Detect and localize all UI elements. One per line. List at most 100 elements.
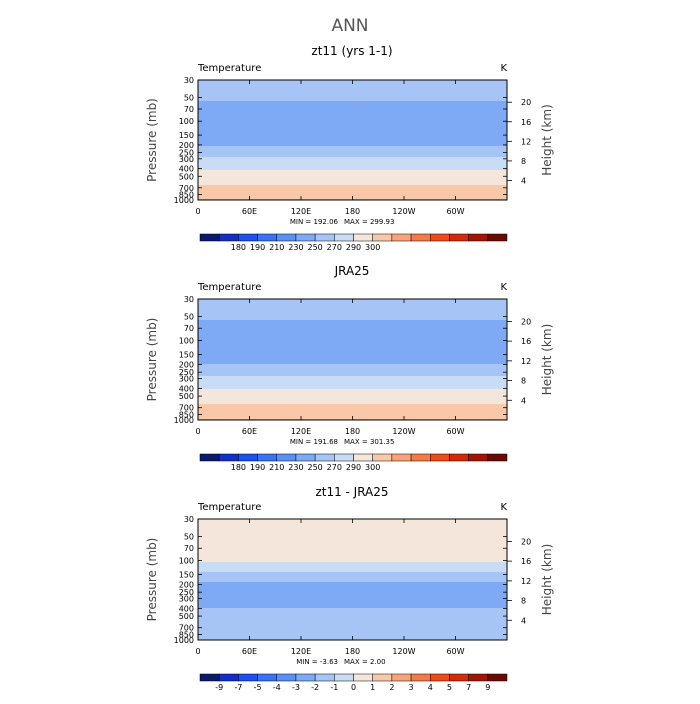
contour-band-row <box>198 101 507 103</box>
colorbar-box <box>410 673 431 682</box>
lon-tick-label: 0 <box>195 207 200 216</box>
contour-band-row <box>198 318 507 320</box>
contour-band-row <box>198 562 507 564</box>
colorbar-label: 300 <box>365 463 380 472</box>
variable-label: Temperature <box>197 282 261 293</box>
contour-band-row <box>198 604 507 606</box>
height-axis-title: Height (km) <box>540 544 554 615</box>
contour-band-row <box>198 319 507 321</box>
contour-band-row <box>198 527 507 529</box>
pressure-tick-label: 30 <box>184 295 194 304</box>
contour-band-row <box>198 539 507 541</box>
contour-band-row <box>198 585 507 587</box>
colorbar-label: -9 <box>215 683 223 692</box>
contour-band-row <box>198 588 507 590</box>
contour-band-row <box>198 331 507 333</box>
colorbar-box <box>391 233 412 242</box>
colorbar-box <box>257 673 277 682</box>
contour-band-row <box>198 106 507 108</box>
height-tick-label: 8 <box>521 597 526 606</box>
contour-band-row <box>198 312 507 314</box>
colorbar-label: 230 <box>288 243 303 252</box>
contour-band-row <box>198 622 507 624</box>
contour-band-row <box>198 160 507 162</box>
pressure-tick-label: 500 <box>179 612 194 621</box>
contour-band-row <box>198 313 507 315</box>
contour-band-row <box>198 305 507 307</box>
contour-band-row <box>198 596 507 598</box>
contour-band-row <box>198 609 507 611</box>
colorbar-label: 9 <box>485 683 490 692</box>
contour-band-row <box>198 633 507 635</box>
contour-band-row <box>198 308 507 310</box>
contour-band-row <box>198 632 507 634</box>
contour-band-row <box>198 145 507 147</box>
contour-band-row <box>198 173 507 175</box>
contour-band-row <box>198 402 507 404</box>
contour-band-row <box>198 93 507 95</box>
contour-band-row <box>198 317 507 319</box>
colorbar-label: 180 <box>231 463 246 472</box>
contour-band-row <box>198 405 507 407</box>
contour-band-row <box>198 538 507 540</box>
colorbar-label: -7 <box>234 683 242 692</box>
contour-band-row <box>198 625 507 627</box>
colorbar-label: 2 <box>389 683 394 692</box>
main-title: ANN <box>331 16 368 36</box>
contour-band-row <box>198 557 507 559</box>
contour-band-row <box>198 193 507 195</box>
contour-band-row <box>198 572 507 574</box>
contour-band-row <box>198 540 507 542</box>
colorbar-box <box>430 673 450 682</box>
height-tick-label: 20 <box>521 317 531 326</box>
contour-band-row <box>198 100 507 102</box>
contour-band-row <box>198 357 507 359</box>
contour-band-row <box>198 570 507 572</box>
colorbar-box <box>295 673 316 682</box>
colorbar-label: 5 <box>447 683 452 692</box>
contour-band-row <box>198 399 507 401</box>
contour-band-row <box>198 583 507 585</box>
contour-band-row <box>198 151 507 153</box>
pressure-axis-title: Pressure (mb) <box>145 538 159 622</box>
min-value: MIN = 192.06 <box>290 218 339 226</box>
colorbar-box <box>199 453 220 462</box>
contour-band-row <box>198 567 507 569</box>
colorbar-label: 290 <box>346 243 361 252</box>
contour-band-row <box>198 602 507 604</box>
colorbar-box <box>276 673 297 682</box>
contour-band-row <box>198 354 507 356</box>
contour-band-row <box>198 336 507 338</box>
lon-tick-label: 180 <box>345 207 360 216</box>
contour-band-row <box>198 335 507 337</box>
contour-band-row <box>198 148 507 150</box>
contour-band-row <box>198 606 507 608</box>
lon-tick-label: 60E <box>242 427 257 436</box>
contour-band-row <box>198 178 507 180</box>
contour-band-row <box>198 339 507 341</box>
colorbar-label: -4 <box>273 683 281 692</box>
contour-band-row <box>198 406 507 408</box>
colorbar-box <box>238 233 258 242</box>
contour-band-row <box>198 414 507 416</box>
pressure-tick-label: 70 <box>184 324 194 333</box>
colorbar-box <box>334 453 354 462</box>
contour-band-row <box>198 150 507 152</box>
contour-band-row <box>198 610 507 612</box>
contour-band-row <box>198 325 507 327</box>
contour-band-row <box>198 337 507 339</box>
contour-band-row <box>198 153 507 155</box>
colorbar-box <box>295 453 316 462</box>
contour-band-row <box>198 195 507 197</box>
pressure-tick-label: 1000 <box>174 416 194 425</box>
contour-band-row <box>198 413 507 415</box>
pressure-tick-label: 200 <box>179 580 194 589</box>
contour-band-row <box>198 192 507 194</box>
contour-band-row <box>198 188 507 190</box>
colorbar-box <box>353 233 373 242</box>
contour-band-row <box>198 579 507 581</box>
colorbar-label: 180 <box>231 243 246 252</box>
contour-band-row <box>198 559 507 561</box>
contour-band-row <box>198 175 507 177</box>
contour-band-row <box>198 327 507 329</box>
